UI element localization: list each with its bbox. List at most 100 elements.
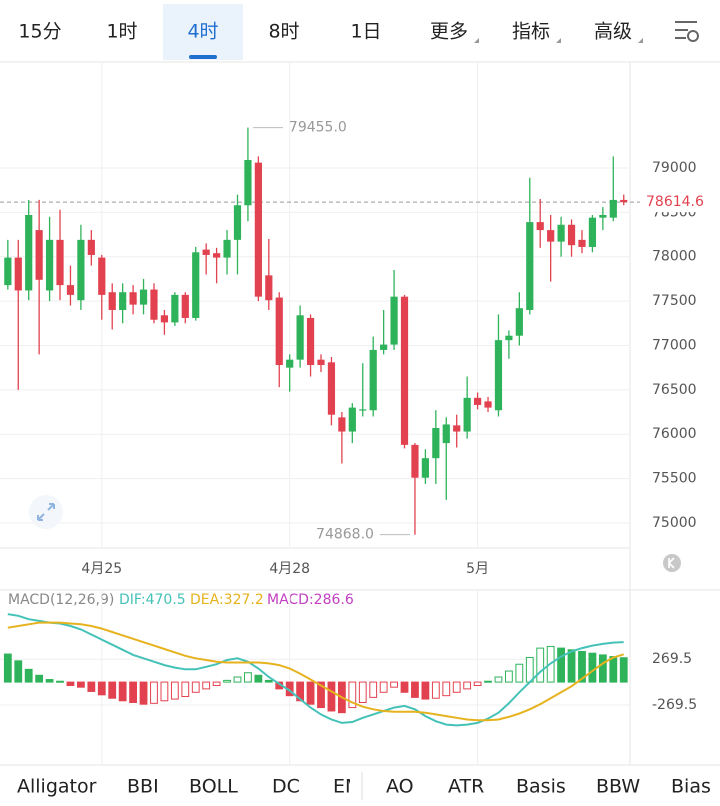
macd-bar xyxy=(411,681,419,698)
candle-body xyxy=(233,205,242,240)
macd-bar xyxy=(348,681,357,709)
candle-body xyxy=(296,315,304,360)
macd-bar xyxy=(327,681,336,712)
candle-body xyxy=(599,215,607,218)
macd-bar xyxy=(557,647,566,683)
candle-body xyxy=(473,397,482,405)
active-tab-indicator xyxy=(189,55,217,59)
candle-body xyxy=(515,308,523,336)
candle-body xyxy=(14,257,22,291)
macd-bar xyxy=(212,681,221,686)
macd-bar xyxy=(505,670,513,683)
candle-body xyxy=(254,162,262,297)
tab-bar: 15分 1时 4时 8时 1日 更多 指标 高级 xyxy=(18,4,643,60)
macd-bar xyxy=(202,681,211,690)
candle-body xyxy=(380,344,388,350)
candle-body xyxy=(87,239,95,255)
indicator-tab[interactable]: BBW xyxy=(596,776,640,798)
legend-label: MACD:286.6 xyxy=(267,592,354,608)
candle-body xyxy=(66,285,75,295)
candle-body xyxy=(275,297,283,365)
tab[interactable]: 1时 xyxy=(106,21,137,43)
y-tick-label: 75500 xyxy=(652,471,697,487)
macd-bar xyxy=(306,681,315,705)
indicator-tab[interactable]: BOLL xyxy=(189,776,238,798)
candle-body xyxy=(484,401,492,408)
candle-body xyxy=(411,444,419,478)
candle-body xyxy=(181,294,189,318)
candle-body xyxy=(35,230,43,280)
macd-bar xyxy=(139,681,148,705)
y-tick-label: 77500 xyxy=(652,293,697,309)
candle-body xyxy=(223,239,231,258)
tab[interactable]: 更多 xyxy=(430,21,468,43)
macd-bar xyxy=(390,681,398,688)
indicator-tab[interactable]: EMA xyxy=(333,776,374,798)
indicator-tab[interactable]: BBI xyxy=(127,776,159,798)
candle-body xyxy=(150,289,158,320)
macd-bar xyxy=(191,681,200,693)
indicator-tab[interactable]: ATR xyxy=(448,776,484,798)
candle-body xyxy=(45,239,54,291)
candle-body xyxy=(213,253,221,258)
macd-bar xyxy=(431,681,440,699)
macd-bar xyxy=(421,681,430,700)
macd-bar xyxy=(317,681,325,709)
candle-body xyxy=(286,359,294,368)
settings-icon[interactable] xyxy=(675,21,699,42)
macd-bar xyxy=(536,647,545,683)
tab[interactable]: 15分 xyxy=(18,21,61,43)
macd-bar xyxy=(87,681,96,692)
tab[interactable]: 高级 xyxy=(594,21,632,43)
candle-body xyxy=(98,257,106,295)
macd-bar xyxy=(264,679,273,683)
indicator-tab[interactable]: Basis xyxy=(516,776,566,798)
macd-bar xyxy=(452,681,461,693)
indicator-tab[interactable]: AO xyxy=(386,776,414,798)
dropdown-caret xyxy=(638,38,643,43)
legend-label: DEA:327.2 xyxy=(190,592,264,608)
macd-bar xyxy=(494,676,503,683)
candle-body xyxy=(306,317,315,365)
y-tick-label: 77000 xyxy=(652,337,697,353)
tab[interactable]: 指标 xyxy=(512,21,550,43)
y-tick-label: 75000 xyxy=(652,515,697,531)
indicator-tab[interactable]: Bias xyxy=(671,776,711,798)
macd-bar xyxy=(515,663,524,683)
candle-body xyxy=(359,409,367,411)
tab[interactable]: 1日 xyxy=(350,21,381,43)
candle-body xyxy=(369,349,377,411)
macd-bar xyxy=(588,652,597,683)
candle-body xyxy=(77,239,85,301)
candle-body xyxy=(108,292,116,310)
candle-body xyxy=(56,239,64,286)
reset-icon[interactable] xyxy=(663,554,681,572)
candle-body xyxy=(578,239,586,247)
macd-bar xyxy=(254,674,263,683)
y-tick-label: 78000 xyxy=(652,249,697,265)
candle-body xyxy=(4,257,12,286)
macd-bar xyxy=(233,676,242,683)
macd-bar xyxy=(442,681,451,697)
expand-icon[interactable] xyxy=(29,495,63,529)
macd-bar xyxy=(77,681,85,688)
macd-bar xyxy=(24,668,33,683)
macd-bar xyxy=(379,681,388,693)
x-tick-label: 4月25 xyxy=(81,561,122,577)
dropdown-caret xyxy=(474,38,479,43)
tab[interactable]: 8时 xyxy=(268,21,299,43)
macd-bar xyxy=(108,681,117,699)
macd-bar xyxy=(619,657,628,683)
macd-bar xyxy=(223,679,231,683)
annotation-label: 79455.0 xyxy=(289,120,347,136)
macd-bar xyxy=(244,672,252,683)
candle-body xyxy=(192,252,200,318)
candle-body xyxy=(160,315,169,323)
candle-body xyxy=(400,296,409,445)
indicator-tab[interactable]: DC xyxy=(272,776,300,798)
x-tick-label: 5月 xyxy=(466,561,489,577)
tab[interactable]: 4时 xyxy=(187,21,218,43)
candle-body xyxy=(202,249,210,255)
indicator-tab[interactable]: Alligator xyxy=(17,776,97,798)
candle-body xyxy=(327,362,336,415)
